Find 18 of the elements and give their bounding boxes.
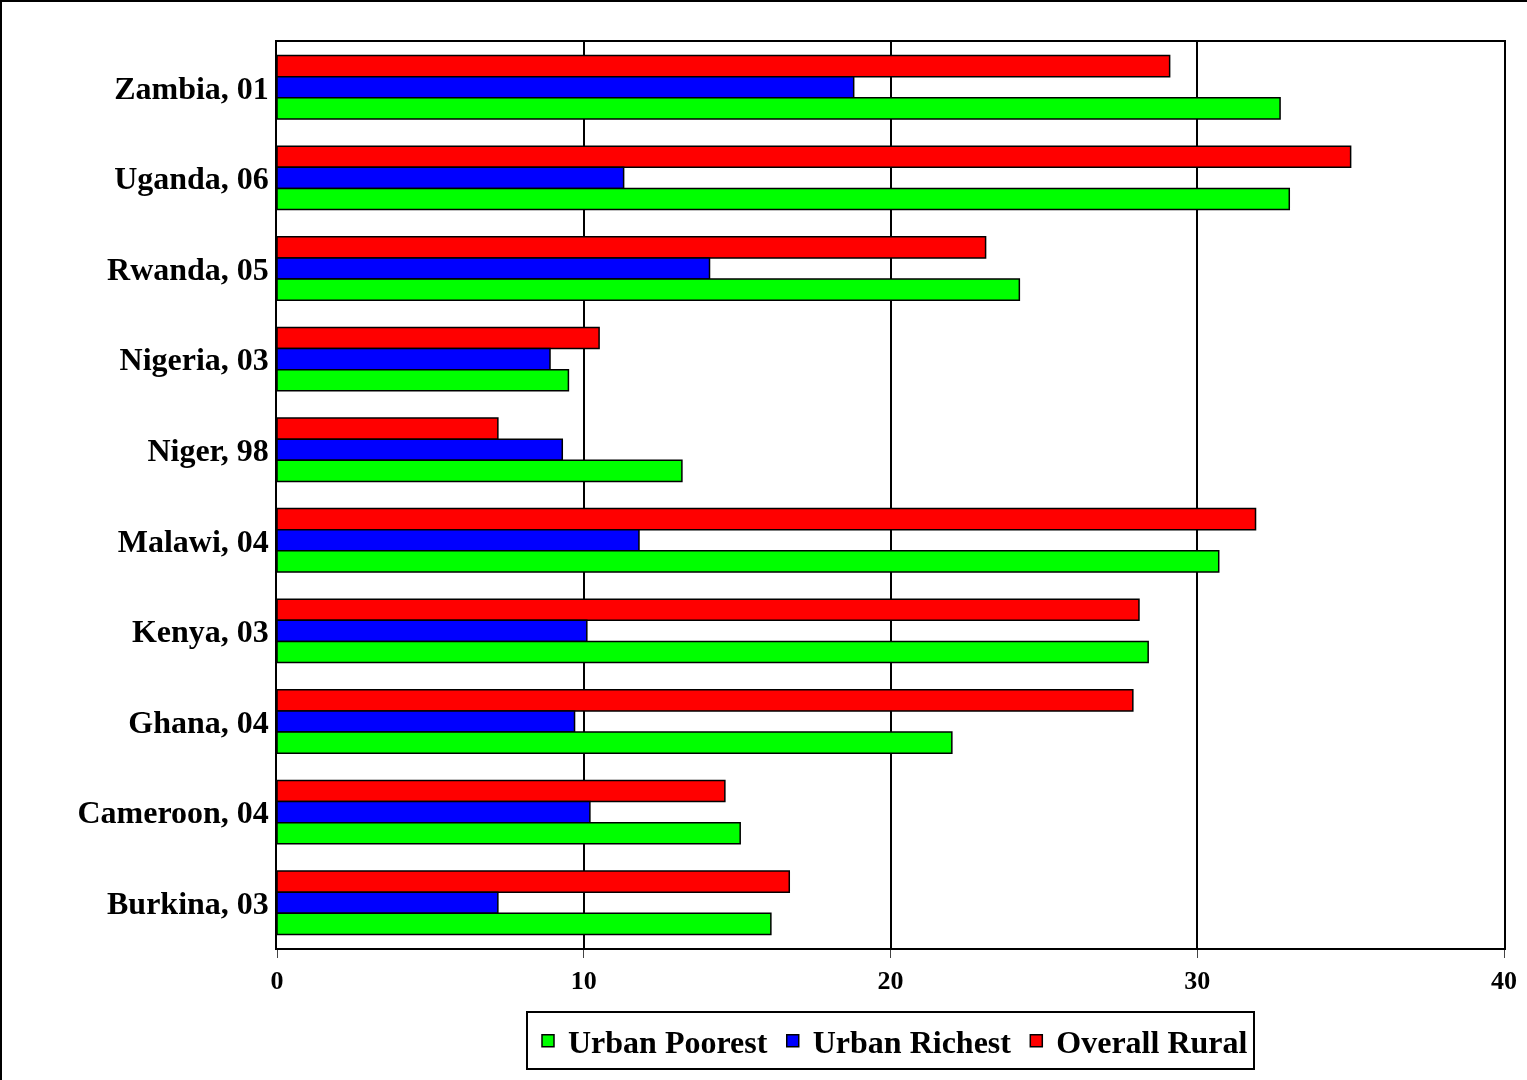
y-tick-label: Niger, 98 [147,431,269,468]
y-tick-label: Burkina, 03 [107,884,269,921]
x-tick-label: 30 [1184,965,1211,995]
y-tick-label: Zambia, 01 [114,69,269,106]
x-tick-label: 10 [570,965,597,995]
legend-label: Urban Poorest [568,1024,768,1061]
y-tick-label: Ghana, 04 [128,703,269,740]
y-tick-label: Uganda, 06 [114,160,269,197]
y-tick-label: Nigeria, 03 [119,341,269,378]
y-tick-label: Kenya, 03 [131,613,269,650]
y-tick-label: Rwanda, 05 [107,250,269,287]
x-tick-label: 20 [877,965,904,995]
x-tick-label: 0 [270,965,284,995]
legend-label: Urban Richest [812,1024,1012,1061]
y-tick-label: Cameroon, 04 [77,794,269,831]
y-tick-label: Malawi, 04 [117,522,269,559]
legend-label: Overall Rural [1056,1024,1248,1061]
x-tick-label: 40 [1491,965,1517,995]
